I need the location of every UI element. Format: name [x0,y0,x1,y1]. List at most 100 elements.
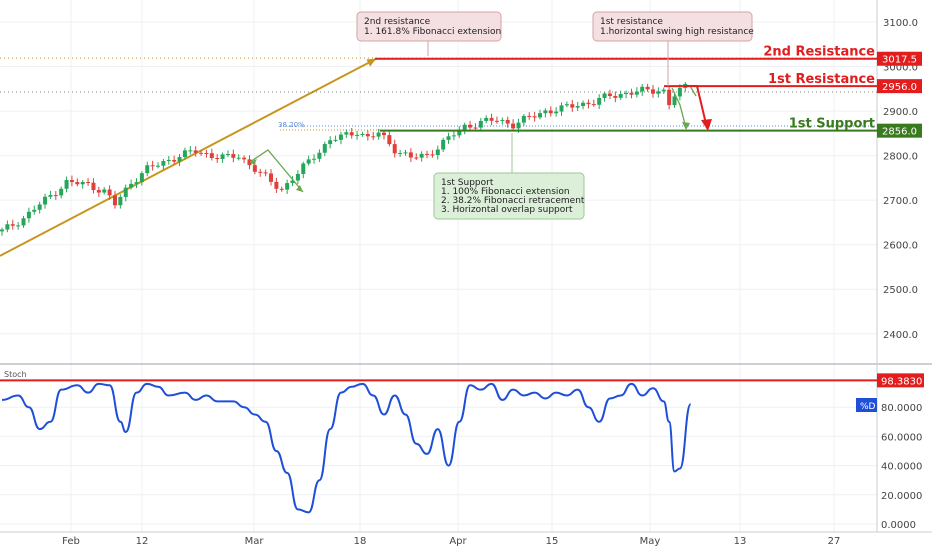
candle-body [371,136,376,138]
candle-body [177,157,182,162]
time-tick-label: 12 [136,536,149,547]
candle-body [96,189,101,193]
candle-body [80,181,85,185]
stoch-legend-badge-bg [856,398,877,412]
stoch-legend-badge[interactable]: %D [856,398,877,412]
candle-body [91,182,96,190]
candle-body [26,211,31,219]
price-badge-3017-bg [877,51,922,66]
candle-body [145,165,150,174]
stoch-tick-label: 20.0000 [881,491,922,502]
candle-body [650,89,655,94]
candle-body [521,115,526,123]
candle-body [322,144,327,153]
candle-body [656,91,661,94]
candle-body [381,132,386,136]
candle-body [161,161,166,166]
callout-first-resistance-detail: 1.horizontal swing high resistance [600,27,754,37]
candle-body [64,180,69,189]
price-tick-label: 2400.0 [883,330,918,341]
price-badge-2956: 2956.0 [877,79,922,94]
candle-body [199,152,204,154]
candle-body [532,116,537,118]
candle-body [215,158,220,160]
time-tick-label: Feb [62,536,80,547]
price-badge-2856-text: 2856.0 [882,127,917,138]
price-tick-label: 2500.0 [883,285,918,296]
time-tick-label: 18 [354,536,367,547]
abc-swing-arrowhead [296,185,303,192]
drop-arrow [686,85,708,129]
candle-body [5,224,10,230]
candle-body [484,117,489,121]
callout-first-support[interactable]: 1st Support 1. 100% Fibonacci extension … [433,133,585,220]
first-support-label: 1st Support [789,117,875,132]
candle-body [112,195,117,206]
candle-body [451,135,456,137]
candle-body [242,157,247,160]
stoch-grid [0,406,877,525]
candle-body [667,89,672,106]
candle-body [392,144,397,154]
callout-first-resistance[interactable]: 1st resistance 1.horizontal swing high r… [592,11,754,86]
vertical-grid [70,0,835,532]
candle-body [408,152,413,158]
candle-body [166,159,171,162]
price-axis: 3100.0 3000.0 2900.0 2800.0 2700.0 2600.0 2500… [883,18,918,341]
stoch-tick-label: 0.0000 [881,520,916,531]
callout-second-resistance[interactable]: 2nd resistance 1. 161.8% Fibonacci exten… [356,11,502,56]
time-axis: Feb 12 Mar 18 Apr 15 May 13 27 [62,536,840,547]
candle-body [150,165,155,167]
candle-body [629,92,634,95]
pattern-arrows [249,85,712,193]
candle-body [419,153,424,158]
candle-body [441,139,446,150]
candle-body [312,158,317,160]
candle-body [478,120,483,128]
candle-body [613,95,618,98]
candle-body [107,189,112,196]
candle-body [204,153,209,155]
candle-body [624,92,629,94]
price-tick-label: 2900.0 [883,107,918,118]
candle-body [645,86,650,90]
candle-body [597,97,602,105]
stoch-d-line [1,382,692,514]
candle-body [193,150,198,153]
candle-body [252,165,257,172]
candle-body [511,123,516,129]
candle-body [118,196,123,206]
candle-body [575,106,580,108]
candle-body [661,89,666,92]
candle-body [543,110,548,114]
candle-body [425,153,430,155]
candle-body [446,136,451,140]
callout-second-resistance-title: 2nd resistance [364,17,431,27]
time-tick-label: 27 [828,536,841,547]
abc-swing-tail [250,159,257,165]
price-badge-3017: 3017.5 [877,51,922,66]
time-tick-label: Mar [245,536,265,547]
time-tick-label: Apr [449,536,467,547]
stoch-level-badge-bg [877,373,924,388]
candle-body [505,119,510,124]
candle-body [134,182,139,184]
candle-body [75,182,80,185]
candle-body [602,93,607,98]
candle-body [139,173,144,183]
candle-body [53,195,58,197]
candle-body [468,124,473,128]
candle-body [640,86,645,92]
support-projection-arrow [671,87,687,129]
candle-body [301,163,306,174]
callout-second-resistance-detail: 1. 161.8% Fibonacci extension [364,27,501,37]
candle-body [634,91,639,95]
candle-body [328,140,333,145]
candle-body [516,122,521,129]
candle-body [462,124,467,130]
candle-body [295,173,300,181]
stoch-level-badge-text: 98.3830 [881,376,922,387]
callout-first-resistance-title: 1st resistance [600,17,663,27]
candle-body [129,183,134,188]
